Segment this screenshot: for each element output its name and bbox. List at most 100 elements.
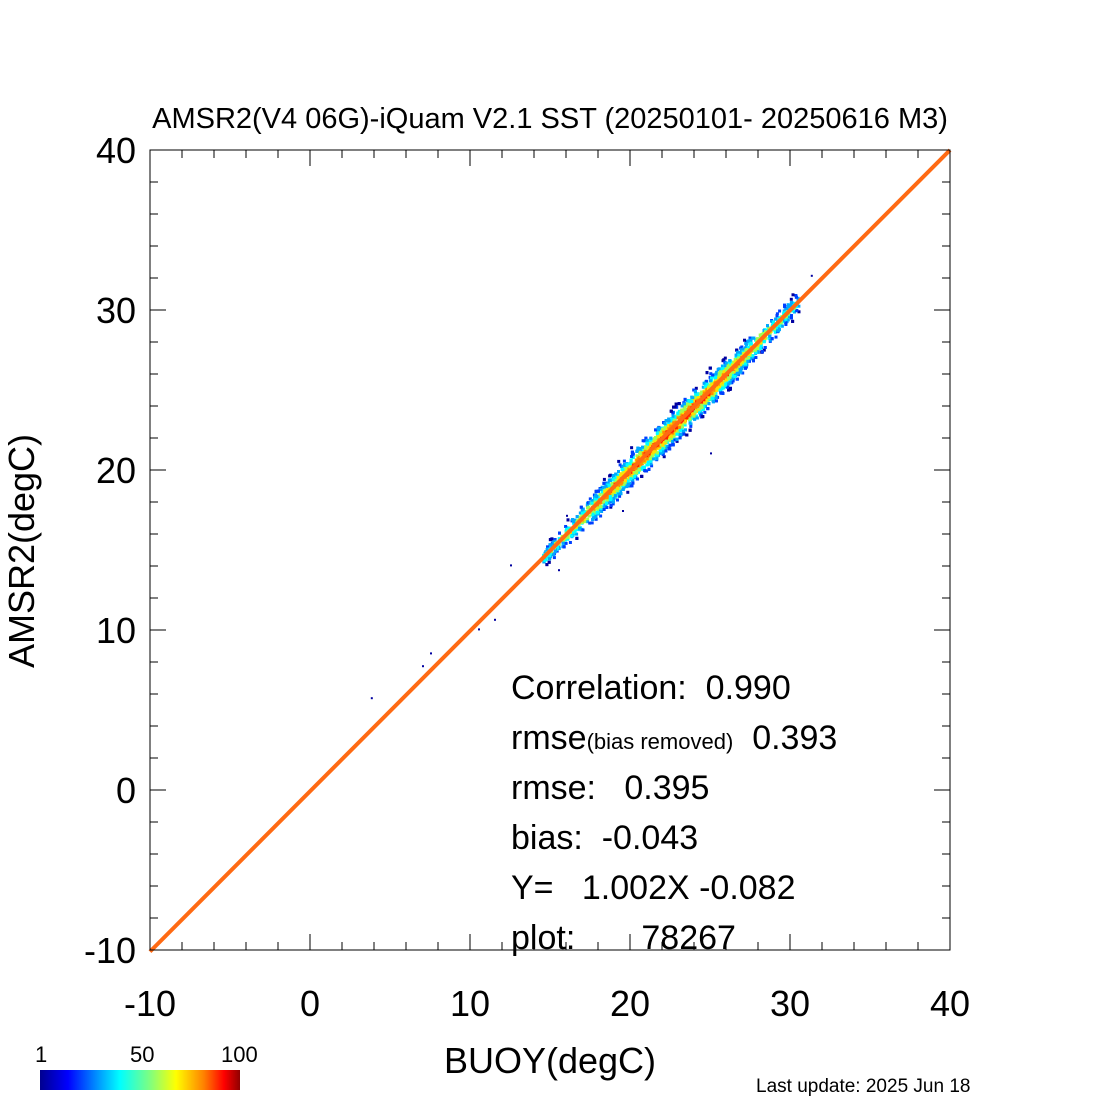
density-point [600,490,604,494]
density-point [630,484,634,488]
density-point [623,481,627,484]
x-axis-label: BUOY(degC) [443,1040,657,1081]
density-point [594,514,598,518]
density-point [658,433,662,437]
density-point [631,456,635,459]
density-point [553,550,557,554]
density-point [709,372,713,376]
density-point [614,479,618,482]
density-point [681,429,685,433]
density-point [644,436,648,440]
density-point [679,428,682,432]
density-point [718,388,722,391]
density-point [622,459,626,463]
density-point [760,333,764,337]
density-point [646,447,650,451]
density-point [682,432,686,436]
density-point [745,344,748,348]
outlier-point [622,510,624,512]
outlier-point [370,697,373,700]
density-point [686,413,690,417]
density-point [703,402,707,406]
density-point [612,496,616,500]
density-point [648,442,652,445]
x-tick-label: 40 [930,983,970,1024]
density-point [682,402,686,406]
outlier-point [558,569,560,572]
density-point [630,454,634,458]
density-point [645,438,649,442]
density-point [708,366,712,370]
density-point [745,348,749,351]
density-point [705,382,709,386]
density-point [688,428,692,432]
density-point [641,452,645,456]
density-point [669,409,673,413]
density-point [655,445,659,449]
density-point [633,471,637,475]
density-point [728,364,732,368]
density-point [664,423,667,427]
density-point [748,359,751,363]
density-point [688,417,692,421]
density-point [734,353,738,357]
density-point [605,484,609,488]
density-point [564,529,568,533]
outlier-point [478,628,480,631]
density-point [743,338,746,342]
density-point [715,370,719,374]
density-point [667,434,671,438]
density-point [590,521,594,525]
density-point [572,520,576,524]
density-point [678,436,682,440]
density-point [657,428,660,432]
density-point [644,457,648,461]
density-point [737,356,741,360]
density-point [649,436,653,440]
density-point [778,324,782,328]
density-point [726,385,730,389]
density-point [717,371,721,375]
density-point [744,366,747,370]
density-point [738,368,742,372]
density-point [784,323,788,326]
density-point [721,383,725,387]
density-point [742,361,746,365]
density-point [650,464,654,468]
y-tick-label: 40 [96,130,136,171]
density-point [664,427,668,431]
density-point [679,413,683,417]
density-point [609,504,613,507]
density-point [618,494,622,498]
density-point [602,477,606,481]
density-point [664,439,668,443]
density-point [742,347,746,351]
density-point [680,427,684,430]
density-point [603,490,607,494]
density-point [586,520,589,524]
y-tick-label: 30 [96,290,136,331]
density-point [635,471,639,475]
density-point [673,405,677,409]
density-point [610,482,614,486]
density-point [613,494,617,498]
density-point [619,489,623,493]
outlier-point [430,652,432,655]
density-point [591,512,595,516]
stat-rmse-bias-removed: rmse(bias removed) 0.393 [511,719,838,757]
density-point [602,481,606,485]
density-point [672,437,676,441]
density-point [688,421,692,425]
density-point [731,374,735,378]
density-point [739,348,743,352]
density-point [579,505,583,509]
density-point [575,532,579,536]
density-point [672,405,676,409]
density-point [686,408,690,411]
density-point [683,428,687,432]
density-point [733,375,737,378]
density-point [638,447,642,450]
density-point [553,539,557,543]
density-point [591,517,595,521]
density-point [704,384,708,388]
